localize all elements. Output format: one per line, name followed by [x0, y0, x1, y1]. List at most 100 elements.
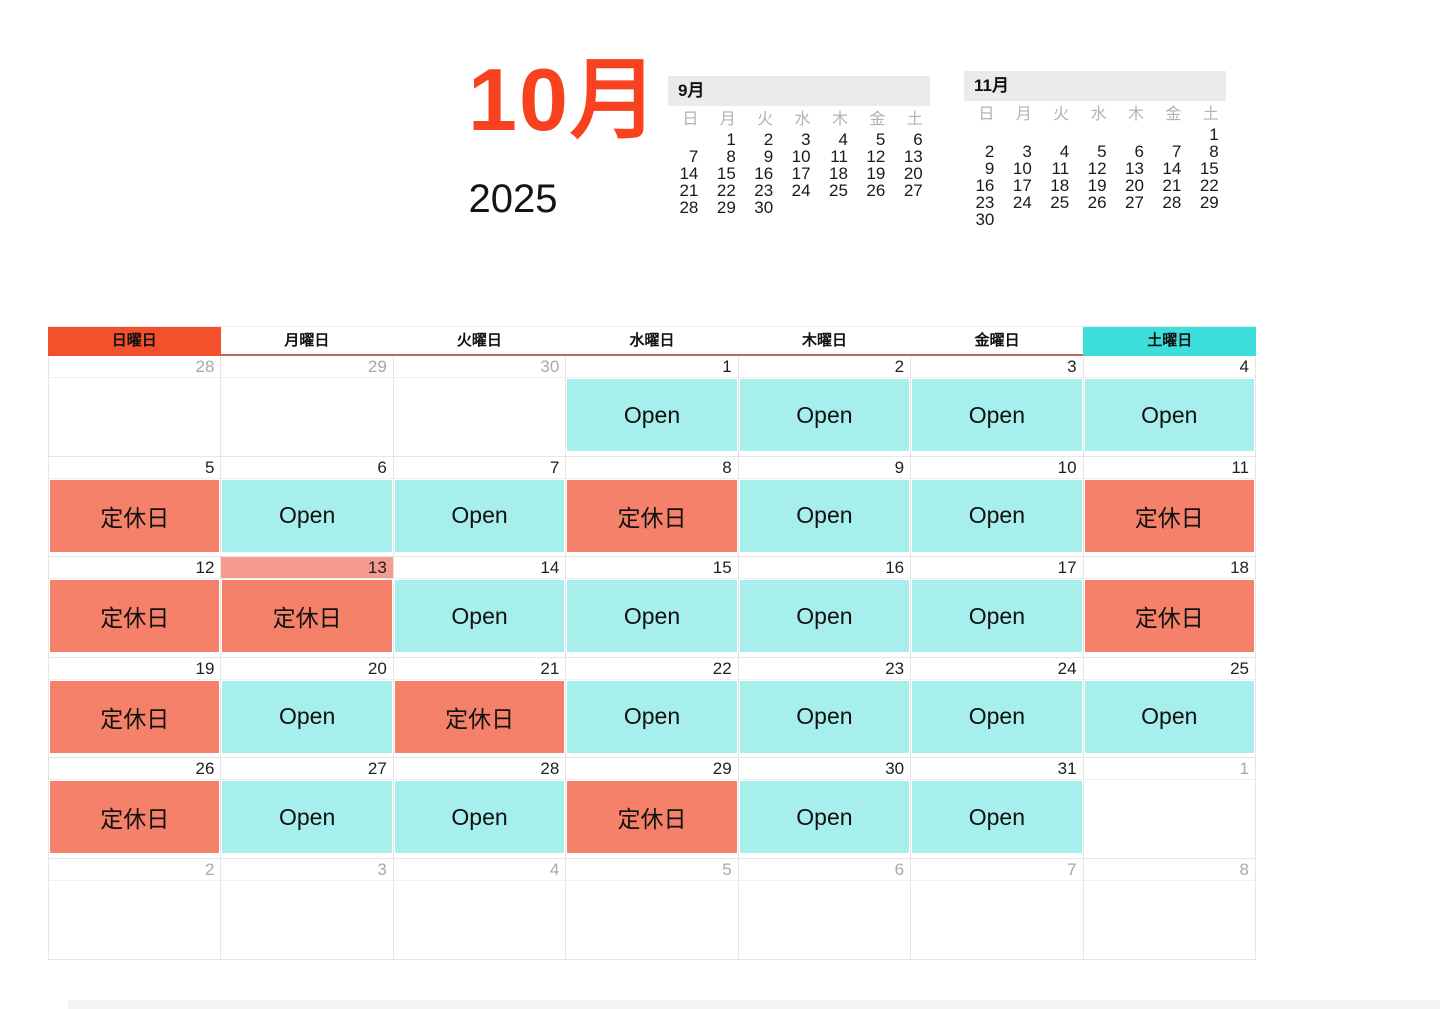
- minical-date: 9: [984, 159, 995, 178]
- day-cell: 13 定休日: [221, 557, 394, 657]
- event-area: Open: [739, 579, 910, 656]
- date-label: 19: [49, 658, 221, 680]
- date-label: 31: [911, 758, 1083, 781]
- event-closed-block: 定休日: [50, 680, 220, 753]
- event-open-block: Open: [567, 580, 737, 653]
- date-label: 28: [393, 758, 566, 781]
- event-area: Open: [739, 780, 910, 857]
- date-label: 28: [49, 356, 221, 378]
- page-title-month: 10月: [468, 50, 660, 149]
- event-area: 定休日: [1084, 479, 1255, 556]
- event-open-block: Open: [912, 379, 1082, 451]
- minical-grid: 日月火水木金土 1 2 3 4 5 6 7 8 9 10 11 12 13 14 15 16 17 18 19 20 21…: [668, 107, 930, 216]
- minical-date: 23: [754, 181, 774, 200]
- date-label: 15: [566, 557, 738, 580]
- event-area: Open: [221, 680, 392, 757]
- minical-date: 7: [1171, 142, 1182, 161]
- event-area: [911, 881, 1082, 958]
- day-cell: 8: [1083, 858, 1256, 959]
- minical-date: [1001, 211, 1038, 228]
- minical-september: 9月 日月火水木金土 1 2 3 4 5 6 7 8 9 10 11 12 13 14 15 16 17 18 19 2…: [668, 76, 930, 216]
- minical-weekday-label: 月: [1015, 106, 1032, 123]
- minical-date: [892, 199, 929, 216]
- date-label: 5: [566, 859, 738, 881]
- event-open-block: Open: [394, 781, 565, 854]
- day-cell: 29: [221, 356, 394, 456]
- day-cell: 29 定休日: [566, 758, 739, 858]
- minical-date: 2: [763, 130, 774, 149]
- event-area: Open: [911, 680, 1082, 757]
- date-label: 24: [911, 658, 1083, 680]
- date-label: 8: [1083, 859, 1255, 881]
- minical-date: [1151, 126, 1188, 143]
- minical-date: 14: [679, 164, 699, 183]
- minical-date: 15: [1199, 159, 1219, 178]
- minical-date: 17: [791, 164, 811, 183]
- event-open-block: Open: [222, 781, 392, 854]
- calendar-weeks: 28 29 30 1 Open 2 Open 3 Open 4 Open 5 定休日 6 Open 7 Open…: [48, 356, 1256, 960]
- date-label: 27: [221, 758, 393, 781]
- day-cell: 3 Open: [911, 356, 1084, 456]
- minical-date: [1188, 211, 1225, 228]
- day-cell: 1 Open: [566, 356, 739, 456]
- minical-date: 12: [1087, 159, 1107, 178]
- day-cell: 6: [738, 858, 912, 959]
- minical-date: 1: [1209, 125, 1219, 144]
- event-open-block: Open: [739, 479, 910, 552]
- week-row: 28 29 30 1 Open 2 Open 3 Open 4 Open: [49, 356, 1256, 457]
- date-label: 2: [738, 356, 911, 378]
- date-label: 30: [738, 758, 911, 781]
- event-area: Open: [221, 479, 392, 556]
- minical-date: [855, 199, 892, 216]
- minical-weekday-label: 木: [1127, 106, 1144, 123]
- event-area: 定休日: [49, 780, 220, 857]
- minical-date: [780, 199, 817, 216]
- week-row: 19 定休日 20 Open 21 定休日 22 Open 23 Open 24 Open 25 Open: [49, 657, 1256, 759]
- minical-date: [1076, 126, 1113, 143]
- event-area: [739, 881, 910, 958]
- minical-date: 21: [1162, 176, 1182, 195]
- minical-date: 28: [1162, 193, 1182, 212]
- event-area: 定休日: [566, 479, 737, 556]
- day-cell: 22 Open: [566, 657, 739, 758]
- event-open-block: Open: [739, 680, 910, 753]
- event-area: [49, 378, 220, 455]
- minical-weekday-label: 土: [906, 111, 923, 128]
- event-closed-block: 定休日: [222, 580, 392, 653]
- minical-date: 11: [830, 147, 848, 166]
- minical-date: 7: [688, 147, 699, 166]
- event-area: Open: [911, 378, 1082, 455]
- minical-weekday-label: 水: [794, 111, 811, 128]
- event-open-block: Open: [912, 680, 1082, 753]
- minical-date: 8: [726, 147, 736, 166]
- date-label: 9: [738, 457, 911, 479]
- minical-date: 22: [716, 181, 736, 200]
- day-cell: 1: [1083, 758, 1256, 858]
- day-cell: 26 定休日: [49, 758, 222, 858]
- date-label: 5: [49, 457, 221, 479]
- day-cell: 5 定休日: [49, 456, 222, 557]
- event-open-block: Open: [739, 379, 910, 451]
- minical-date: 5: [1097, 142, 1107, 161]
- event-area: Open: [566, 579, 737, 656]
- event-area: 定休日: [1084, 579, 1255, 656]
- date-label: 16: [738, 557, 911, 580]
- bottom-divider: [68, 1000, 1440, 1009]
- minical-date: 22: [1199, 176, 1219, 195]
- minical-weekday-label: 火: [1053, 106, 1070, 123]
- minical-date: [668, 131, 705, 148]
- event-area: [566, 881, 737, 958]
- event-area: Open: [394, 479, 565, 556]
- minical-weekday-label: 水: [1090, 106, 1107, 123]
- main-calendar: 日曜日 月曜日 火曜日 水曜日 木曜日 金曜日 土曜日 28 29 30 1 Open 2 Open 3 O…: [48, 326, 1256, 960]
- event-open-block: Open: [739, 781, 910, 854]
- date-label: 30: [393, 356, 566, 378]
- day-header-weekday: 水曜日: [565, 327, 739, 356]
- page-title-year: 2025: [468, 177, 558, 221]
- event-area: Open: [394, 780, 565, 857]
- date-label: 3: [221, 859, 393, 881]
- day-cell: 19 定休日: [49, 657, 222, 758]
- minical-date: 28: [679, 198, 699, 217]
